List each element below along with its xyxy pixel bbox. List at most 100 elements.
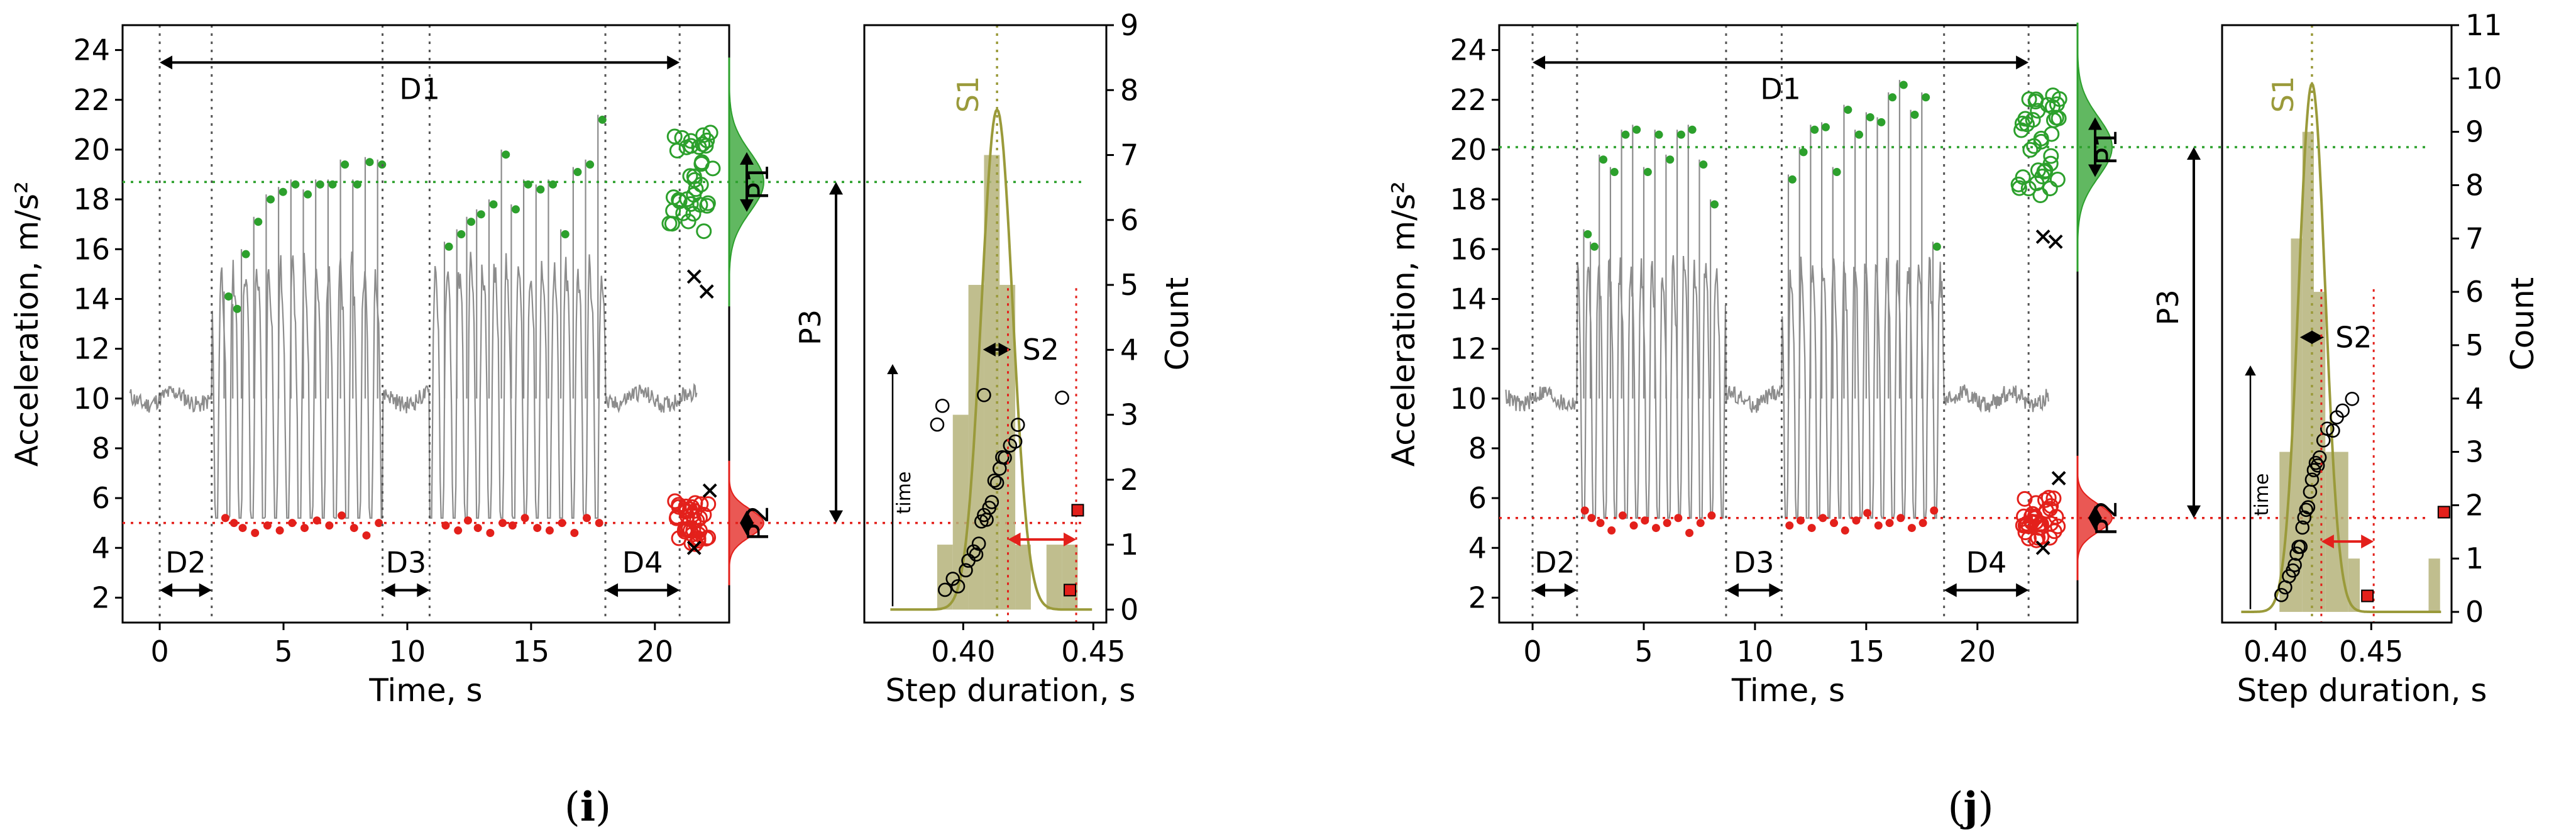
- y-tick-label: 2: [1120, 463, 1138, 497]
- y-axis-label: Count: [1159, 277, 1196, 371]
- peak-point: [1583, 230, 1592, 238]
- peak-point: [457, 230, 466, 238]
- peak-point: [241, 250, 250, 258]
- D4-arrow: [1944, 583, 2029, 597]
- peak-point: [1676, 130, 1685, 139]
- caption-letter: i: [580, 784, 595, 831]
- step-duration-point: [2301, 500, 2316, 514]
- arrow-head: [160, 583, 173, 597]
- peak-distribution-circle: [680, 213, 696, 230]
- x-tick-label: 20: [637, 635, 674, 668]
- valley-point: [498, 519, 507, 528]
- peak-point: [1922, 93, 1930, 102]
- step-duration-point: [938, 582, 952, 597]
- outlier-mark: [686, 540, 702, 555]
- valley-point: [520, 514, 529, 523]
- peak-distribution-circle: [2050, 110, 2067, 126]
- valley-point: [263, 521, 272, 530]
- arrow-head: [667, 583, 680, 597]
- peak-point: [1932, 242, 1941, 251]
- arrow-head: [2311, 330, 2325, 345]
- D3-label: D3: [386, 546, 427, 580]
- peak-point: [1877, 118, 1886, 126]
- step-duration-point: [2345, 392, 2360, 406]
- y-tick-label: 0: [2465, 595, 2484, 629]
- valley-point: [486, 529, 495, 537]
- y-axis-label: Acceleration, m/s²: [1385, 181, 1422, 467]
- peak-point: [1654, 130, 1663, 139]
- caption-letter: j: [1960, 784, 1978, 831]
- x-tick-label: 15: [1848, 635, 1885, 668]
- y-tick-label: 5: [1120, 268, 1138, 302]
- peak-point: [467, 218, 476, 226]
- histogram-bar: [937, 545, 953, 610]
- peak-point: [254, 218, 263, 226]
- valley-point: [1874, 521, 1883, 530]
- side-distributions: P1 P2 P3: [2076, 23, 2201, 580]
- y-tick-label: 8: [92, 431, 110, 465]
- peak-point: [267, 195, 275, 204]
- peak-point: [316, 180, 324, 189]
- peak-point: [328, 180, 337, 189]
- valley-distribution-circle: [2028, 495, 2044, 511]
- time-label: time: [2251, 474, 2273, 516]
- valley-point: [1885, 519, 1894, 528]
- fitted-curve: [890, 107, 1093, 611]
- histogram-frame: [2221, 24, 2453, 624]
- P2-arrow: [740, 510, 754, 536]
- D1-label: D1: [399, 72, 440, 106]
- y-tick-label: 7: [2465, 221, 2484, 255]
- y-tick-label: 14: [73, 282, 110, 316]
- caption-close: ): [595, 784, 611, 831]
- valley-distribution-circle: [685, 522, 702, 538]
- plot-frame: [121, 24, 730, 624]
- valley-distribution-circle: [2045, 490, 2062, 506]
- valley-point: [1907, 524, 1916, 533]
- arrow-head: [1944, 583, 1957, 597]
- peak-point: [573, 168, 582, 177]
- x-tick-label: 0.40: [2243, 635, 2308, 668]
- valley-point: [1618, 511, 1627, 520]
- step-duration-point: [2287, 558, 2302, 572]
- y-tick-label: 20: [1450, 133, 1487, 167]
- valley-point: [595, 519, 603, 528]
- peak-point: [341, 160, 350, 169]
- y-tick-label: 24: [1450, 33, 1487, 67]
- y-tick-label: 9: [1120, 8, 1138, 42]
- arrow-head: [1533, 583, 1546, 597]
- peak-point: [586, 160, 595, 169]
- step-duration-point: [998, 450, 1012, 465]
- peak-distribution-circle: [695, 127, 712, 143]
- P2-arrow: [2088, 505, 2102, 531]
- x-tick-label: 20: [1959, 635, 1996, 668]
- panel-caption: (i): [564, 784, 611, 831]
- D2-label: D2: [165, 546, 206, 580]
- arrow-head: [998, 342, 1011, 357]
- step-duration-point: [987, 473, 1002, 488]
- step-duration-point: [977, 387, 991, 402]
- arrow-head: [2088, 505, 2102, 518]
- valley-point: [1629, 521, 1638, 530]
- peak-point: [511, 205, 520, 214]
- histogram-bar: [1046, 545, 1062, 610]
- arrow-head: [2088, 518, 2102, 531]
- caption-open: (: [1947, 784, 1963, 831]
- arrow-head: [2016, 55, 2029, 70]
- peak-point: [365, 158, 374, 167]
- arrow-head: [667, 55, 680, 70]
- caption-close: ): [1978, 784, 1994, 831]
- histogram-bar: [2428, 558, 2440, 613]
- outlier-mark: [702, 483, 717, 498]
- outlier-mark: [686, 269, 702, 284]
- peak-distribution-circle: [2014, 115, 2030, 131]
- x-tick-label: 10: [389, 635, 426, 668]
- step-duration-point: [935, 399, 950, 413]
- y-tick-label: 16: [1450, 232, 1487, 266]
- y-tick-label: 6: [1468, 481, 1487, 515]
- peak-distribution-circle: [702, 125, 718, 141]
- valley-distribution-circle: [678, 498, 694, 514]
- valley-distribution-circle: [2017, 524, 2034, 541]
- peak-point: [1599, 155, 1608, 164]
- step-duration-point: [2293, 540, 2308, 554]
- arrow-head: [199, 583, 212, 597]
